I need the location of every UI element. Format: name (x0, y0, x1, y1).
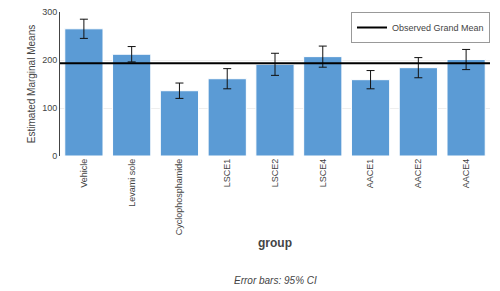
svg-text:Cyclophosphamide: Cyclophosphamide (174, 159, 184, 236)
svg-text:0: 0 (52, 151, 57, 161)
svg-text:200: 200 (42, 55, 57, 65)
svg-text:LSCE1: LSCE1 (222, 159, 232, 188)
svg-text:100: 100 (42, 103, 57, 113)
svg-text:LSCE4: LSCE4 (318, 159, 328, 188)
svg-text:AACE1: AACE1 (365, 159, 375, 189)
svg-text:Estimated Marginal Means: Estimated Marginal Means (26, 25, 37, 143)
svg-text:Error bars: 95% CI: Error bars: 95% CI (234, 275, 317, 286)
svg-text:AACE4: AACE4 (461, 159, 471, 189)
svg-text:300: 300 (42, 7, 57, 17)
svg-text:AACE2: AACE2 (413, 159, 423, 189)
svg-text:Vehicle: Vehicle (79, 159, 89, 188)
svg-text:Observed Grand Mean: Observed Grand Mean (392, 23, 484, 33)
svg-text:Levami sole: Levami sole (127, 159, 137, 207)
svg-text:LSCE2: LSCE2 (270, 159, 280, 188)
svg-text:group: group (258, 236, 292, 250)
